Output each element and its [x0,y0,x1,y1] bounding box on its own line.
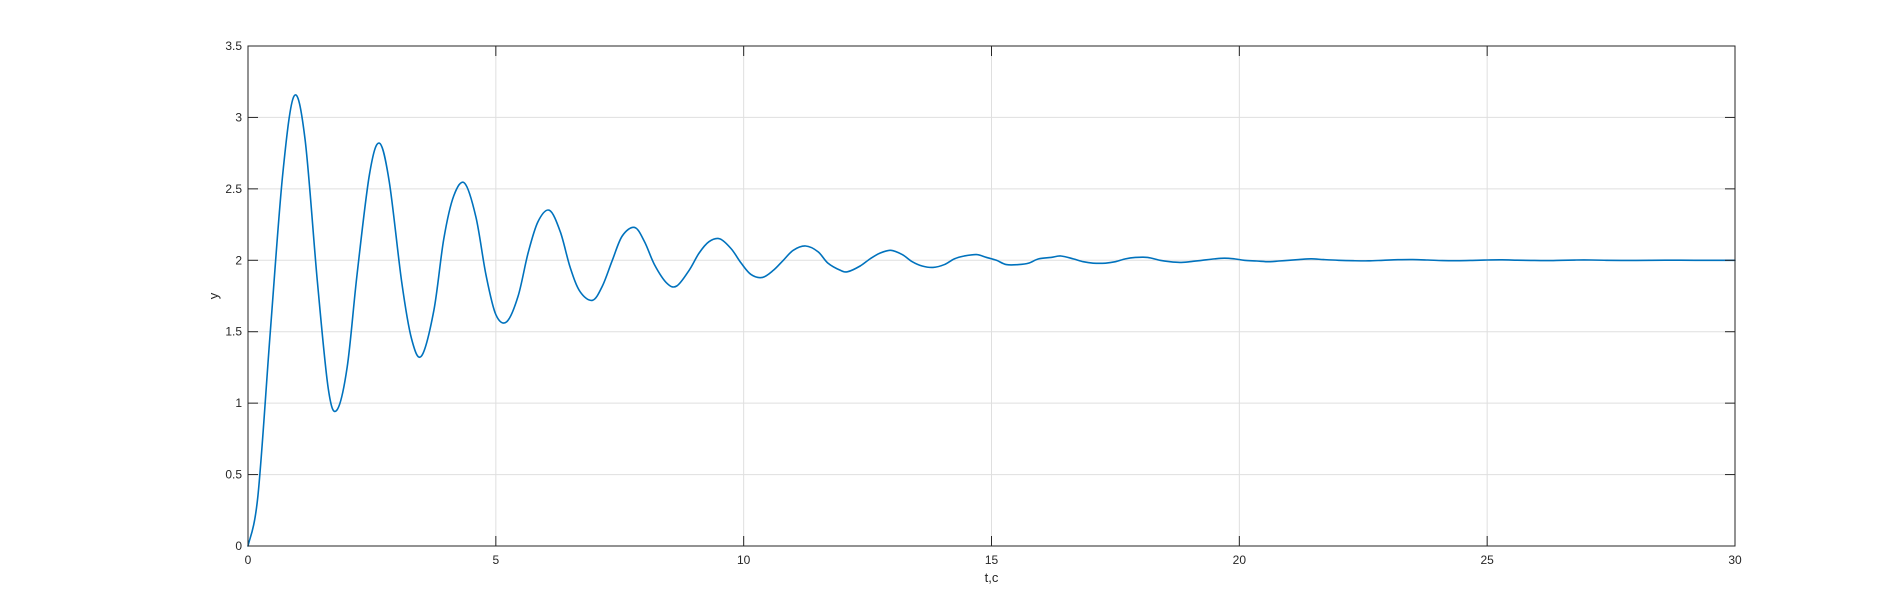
x-tick-label: 0 [245,553,252,567]
y-tick-label: 1 [235,396,242,410]
grid [248,46,1735,546]
y-tick-label: 3 [235,110,242,124]
y-tick-label: 2.5 [225,182,242,196]
tick-marks [247,45,1736,547]
x-axis-label: t,c [985,570,999,585]
y-axis-label: y [206,292,221,299]
x-tick-label: 10 [737,553,751,567]
series-layer [247,94,1736,547]
y-tick-label: 0.5 [225,468,242,482]
x-tick-label: 25 [1480,553,1494,567]
x-tick-label: 15 [985,553,999,567]
x-tick-label: 30 [1728,553,1742,567]
x-tick-label: 20 [1233,553,1247,567]
y-tick-label: 2 [235,253,242,267]
y-tick-label: 3.5 [225,39,242,53]
y-tick-label: 0 [235,539,242,553]
series-line [247,94,1736,547]
y-tick-label: 1.5 [225,325,242,339]
x-tick-labels: 0 5 10 15 20 25 30 [245,553,1742,567]
y-tick-labels: 0 0.5 1 1.5 2 2.5 3 3.5 [225,39,242,553]
x-tick-label: 5 [492,553,499,567]
